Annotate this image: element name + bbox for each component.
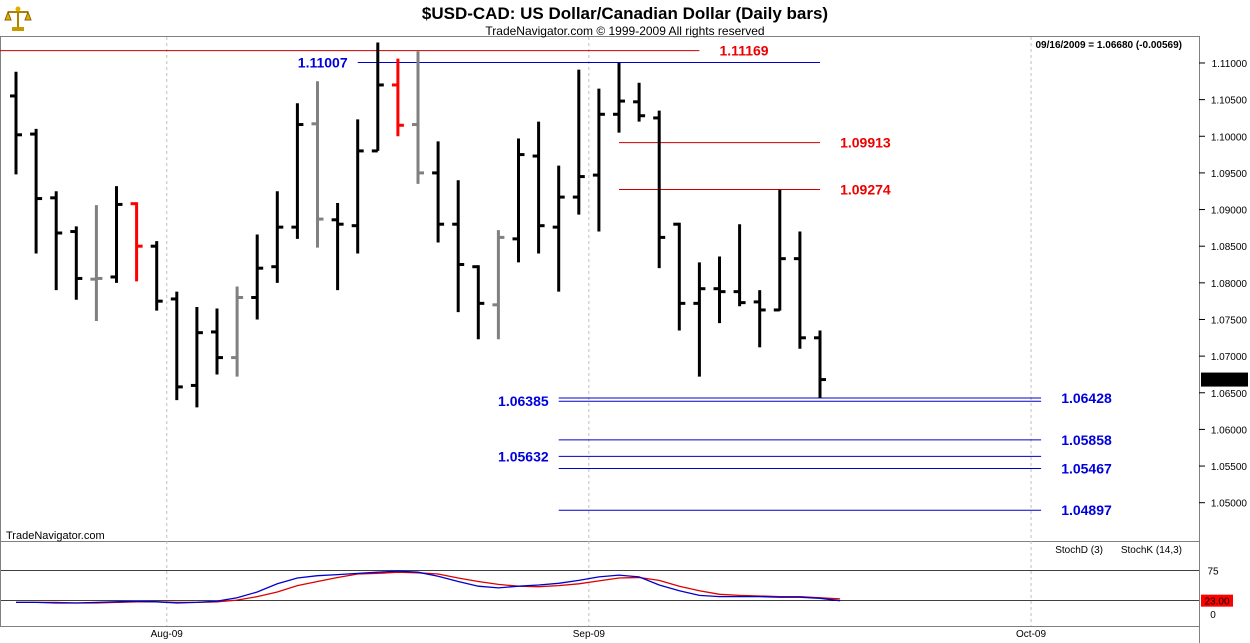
chart-title: $USD-CAD: US Dollar/Canadian Dollar (Dai… — [422, 4, 828, 23]
y-tick-label: 1.05000 — [1211, 499, 1248, 510]
y-tick-label: 1.07500 — [1211, 315, 1248, 326]
chart-subtitle: TradeNavigator.com © 1999-2009 All right… — [485, 24, 764, 38]
grid — [166, 37, 1032, 626]
y-tick-label: 1.11000 — [1212, 59, 1248, 70]
level-label: 1.06428 — [1061, 390, 1112, 406]
level-label: 1.09913 — [840, 135, 891, 151]
watermark: TradeNavigator.com — [6, 530, 105, 542]
level-label: 1.11007 — [298, 54, 348, 70]
y-tick-label: 1.08000 — [1211, 279, 1248, 290]
legend-stoch-k: StochK (14,3) — [1121, 545, 1182, 556]
level-label: 1.04897 — [1061, 502, 1112, 518]
level-label: 1.09274 — [840, 181, 891, 197]
x-tick-label: Sep-09 — [573, 629, 606, 640]
stoch-last-label: 23.00 — [1204, 597, 1229, 608]
price-axis: 1.11000 1.10500 1.10000 1.09500 1.09000 1.085… — [1199, 59, 1248, 510]
stoch-y-tick-label: 75 — [1207, 567, 1219, 578]
level-label: 1.05467 — [1061, 460, 1112, 476]
price-levels: 1.11169 1.11007 1.09913 1.09274 1.06428 1.063… — [0, 43, 1112, 518]
level-label: 1.06385 — [498, 393, 549, 409]
stoch-panel-frame — [0, 541, 1200, 627]
stoch-series-line — [16, 570, 841, 604]
y-tick-label: 1.08500 — [1211, 242, 1248, 253]
y-tick-label: 1.06000 — [1211, 425, 1248, 436]
stoch-series-line — [16, 571, 841, 604]
level-label: 1.05632 — [498, 448, 549, 464]
x-tick-label: Aug-09 — [151, 629, 184, 640]
y-tick-label: 1.10000 — [1211, 132, 1248, 143]
stochastic-panel: 75 0 23.00 — [1, 567, 1233, 621]
y-tick-label: 1.10500 — [1211, 96, 1248, 107]
y-tick-label: 1.09000 — [1211, 206, 1248, 217]
y-tick-label: 1.09500 — [1211, 169, 1248, 180]
last-price-box — [1201, 372, 1248, 387]
y-tick-label: 1.07000 — [1211, 352, 1248, 363]
scales-icon — [4, 6, 32, 31]
x-tick-label: Oct-09 — [1016, 629, 1046, 640]
y-tick-label: 1.06500 — [1211, 389, 1248, 400]
date-axis: Aug-09 Sep-09 Oct-09 — [151, 629, 1047, 640]
last-price-info: 09/16/2009 = 1.06680 (-0.00569) — [1035, 40, 1182, 51]
level-label: 1.11169 — [720, 43, 769, 59]
ohlc-bars — [10, 42, 826, 408]
level-label: 1.05858 — [1061, 432, 1112, 448]
stoch-y-tick-label: 0 — [1210, 610, 1216, 621]
y-tick-label: 1.05500 — [1211, 462, 1248, 473]
legend-stoch-d: StochD (3) — [1055, 545, 1103, 556]
last-price-label: 1.06680 — [1210, 376, 1247, 387]
stoch-last-box — [1201, 594, 1233, 607]
